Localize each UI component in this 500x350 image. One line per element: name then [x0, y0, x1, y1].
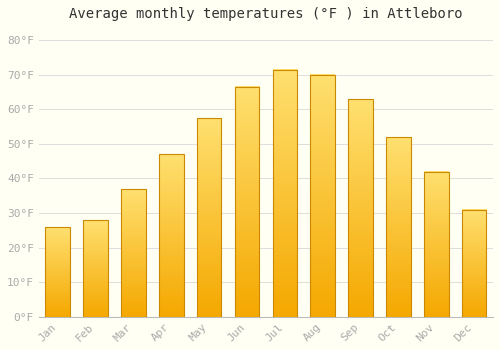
Title: Average monthly temperatures (°F ) in Attleboro: Average monthly temperatures (°F ) in At… [69, 7, 462, 21]
Bar [197, 118, 222, 317]
Bar [84, 220, 108, 317]
Bar [46, 227, 70, 317]
Bar [234, 87, 260, 317]
Bar [386, 137, 410, 317]
Bar [272, 70, 297, 317]
Bar [348, 99, 373, 317]
Bar [462, 210, 486, 317]
Bar [310, 75, 335, 317]
Bar [424, 172, 448, 317]
Bar [121, 189, 146, 317]
Bar [159, 154, 184, 317]
